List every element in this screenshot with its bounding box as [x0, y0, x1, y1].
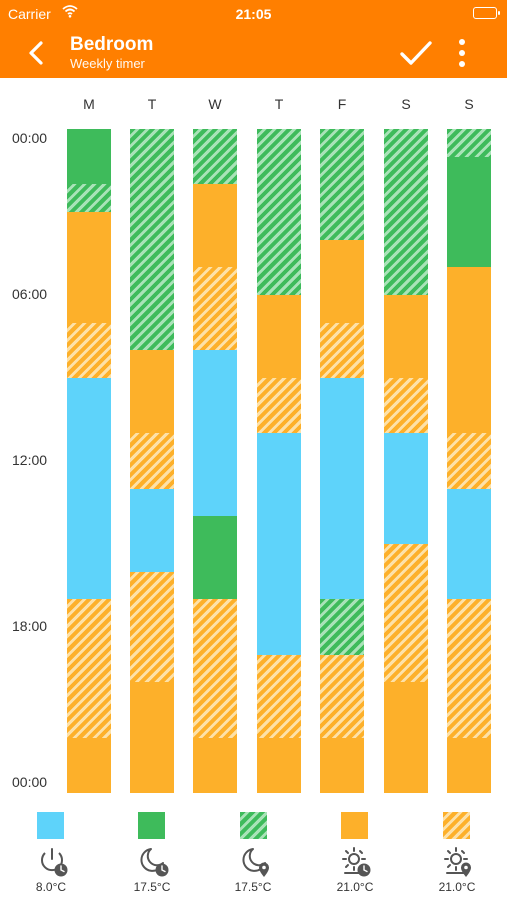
schedule-segment[interactable]: [320, 240, 364, 323]
schedule-segment[interactable]: [257, 738, 301, 793]
day-column-6[interactable]: [447, 129, 491, 793]
page-subtitle: Weekly timer: [70, 56, 145, 71]
day-label-1: T: [147, 96, 157, 112]
time-label-0: 00:00: [12, 130, 48, 146]
day-label-0: M: [83, 96, 95, 112]
schedule-segment[interactable]: [384, 295, 428, 378]
schedule-segment[interactable]: [320, 738, 364, 793]
schedule-segment[interactable]: [384, 378, 428, 433]
schedule-segment[interactable]: [320, 655, 364, 738]
schedule-segment[interactable]: [447, 157, 491, 267]
schedule-segment[interactable]: [320, 378, 364, 599]
schedule-segment[interactable]: [67, 323, 111, 378]
day-column-2[interactable]: [193, 129, 237, 793]
schedule-segment[interactable]: [257, 655, 301, 738]
moon-clock-icon: [137, 845, 171, 879]
schedule-segment[interactable]: [67, 212, 111, 323]
schedule-segment[interactable]: [384, 544, 428, 682]
schedule-segment[interactable]: [130, 350, 174, 433]
day-column-4[interactable]: [320, 129, 364, 793]
schedule-segment[interactable]: [384, 129, 428, 295]
schedule-segment[interactable]: [130, 489, 174, 572]
schedule-segment[interactable]: [384, 433, 428, 544]
schedule-segment[interactable]: [447, 738, 491, 793]
page-title: Bedroom: [70, 34, 154, 55]
legend-swatch-orange: [341, 812, 368, 839]
schedule-segment[interactable]: [447, 267, 491, 433]
schedule-segment[interactable]: [320, 129, 364, 240]
time-label-2: 12:00: [12, 452, 48, 468]
schedule-segment[interactable]: [447, 129, 491, 157]
schedule-segment[interactable]: [193, 599, 237, 738]
schedule-segment[interactable]: [193, 516, 237, 599]
day-column-1[interactable]: [130, 129, 174, 793]
schedule-segment[interactable]: [130, 572, 174, 682]
more-options-button[interactable]: [455, 37, 469, 69]
schedule-segment[interactable]: [193, 738, 237, 793]
schedule-segment[interactable]: [447, 599, 491, 738]
legend-swatch-green: [138, 812, 165, 839]
battery-icon: [473, 7, 500, 19]
schedule-segment[interactable]: [67, 378, 111, 599]
schedule-segment[interactable]: [384, 682, 428, 793]
status-time: 21:05: [235, 6, 272, 22]
legend-temp-label: 21.0°C: [438, 880, 476, 894]
legend-swatch-orange-h: [443, 812, 470, 839]
sun-clock-icon: [339, 845, 373, 879]
schedule-segment[interactable]: [67, 129, 111, 184]
schedule-segment[interactable]: [193, 184, 237, 267]
schedule-segment[interactable]: [257, 433, 301, 655]
day-column-3[interactable]: [257, 129, 301, 793]
status-bar: Carrier 21:05: [0, 0, 507, 28]
day-label-6: S: [464, 96, 474, 112]
legend-temp-label: 21.0°C: [336, 880, 374, 894]
schedule-segment[interactable]: [257, 378, 301, 433]
legend-swatch-green-h: [240, 812, 267, 839]
legend-temp-label: 17.5°C: [234, 880, 272, 894]
schedule-segment[interactable]: [320, 599, 364, 655]
day-column-0[interactable]: [67, 129, 111, 793]
app-bar: Bedroom Weekly timer: [0, 28, 507, 78]
schedule-segment[interactable]: [257, 295, 301, 378]
schedule-segment[interactable]: [67, 184, 111, 212]
confirm-check-button[interactable]: [399, 36, 433, 70]
schedule-segment[interactable]: [130, 682, 174, 793]
schedule-segment[interactable]: [67, 599, 111, 738]
schedule-segment[interactable]: [130, 433, 174, 489]
schedule-segment[interactable]: [320, 323, 364, 378]
day-label-2: W: [208, 96, 222, 112]
schedule-segment[interactable]: [67, 738, 111, 793]
legend-temp-label: 8.0°C: [35, 880, 67, 894]
schedule-segment[interactable]: [130, 129, 174, 350]
day-label-4: F: [337, 96, 347, 112]
carrier-label: Carrier: [8, 6, 51, 22]
legend-swatch-blue: [37, 812, 64, 839]
legend-temp-label: 17.5°C: [133, 880, 171, 894]
schedule-segment[interactable]: [257, 129, 301, 295]
day-column-5[interactable]: [384, 129, 428, 793]
time-label-1: 06:00: [12, 286, 48, 302]
moon-pin-icon: [239, 845, 273, 879]
header-title-block: Bedroom Weekly timer: [70, 34, 153, 72]
back-button[interactable]: [22, 38, 52, 68]
day-label-3: T: [274, 96, 284, 112]
schedule-segment[interactable]: [447, 489, 491, 599]
schedule-segment[interactable]: [193, 129, 237, 184]
time-label-3: 18:00: [12, 618, 48, 634]
sun-pin-icon: [441, 845, 475, 879]
power-clock-icon: [36, 845, 70, 879]
day-label-5: S: [401, 96, 411, 112]
schedule-segment[interactable]: [193, 350, 237, 516]
schedule-segment[interactable]: [193, 267, 237, 350]
schedule-segment[interactable]: [447, 433, 491, 489]
wifi-icon: [62, 5, 78, 18]
time-label-4: 00:00: [12, 774, 48, 790]
